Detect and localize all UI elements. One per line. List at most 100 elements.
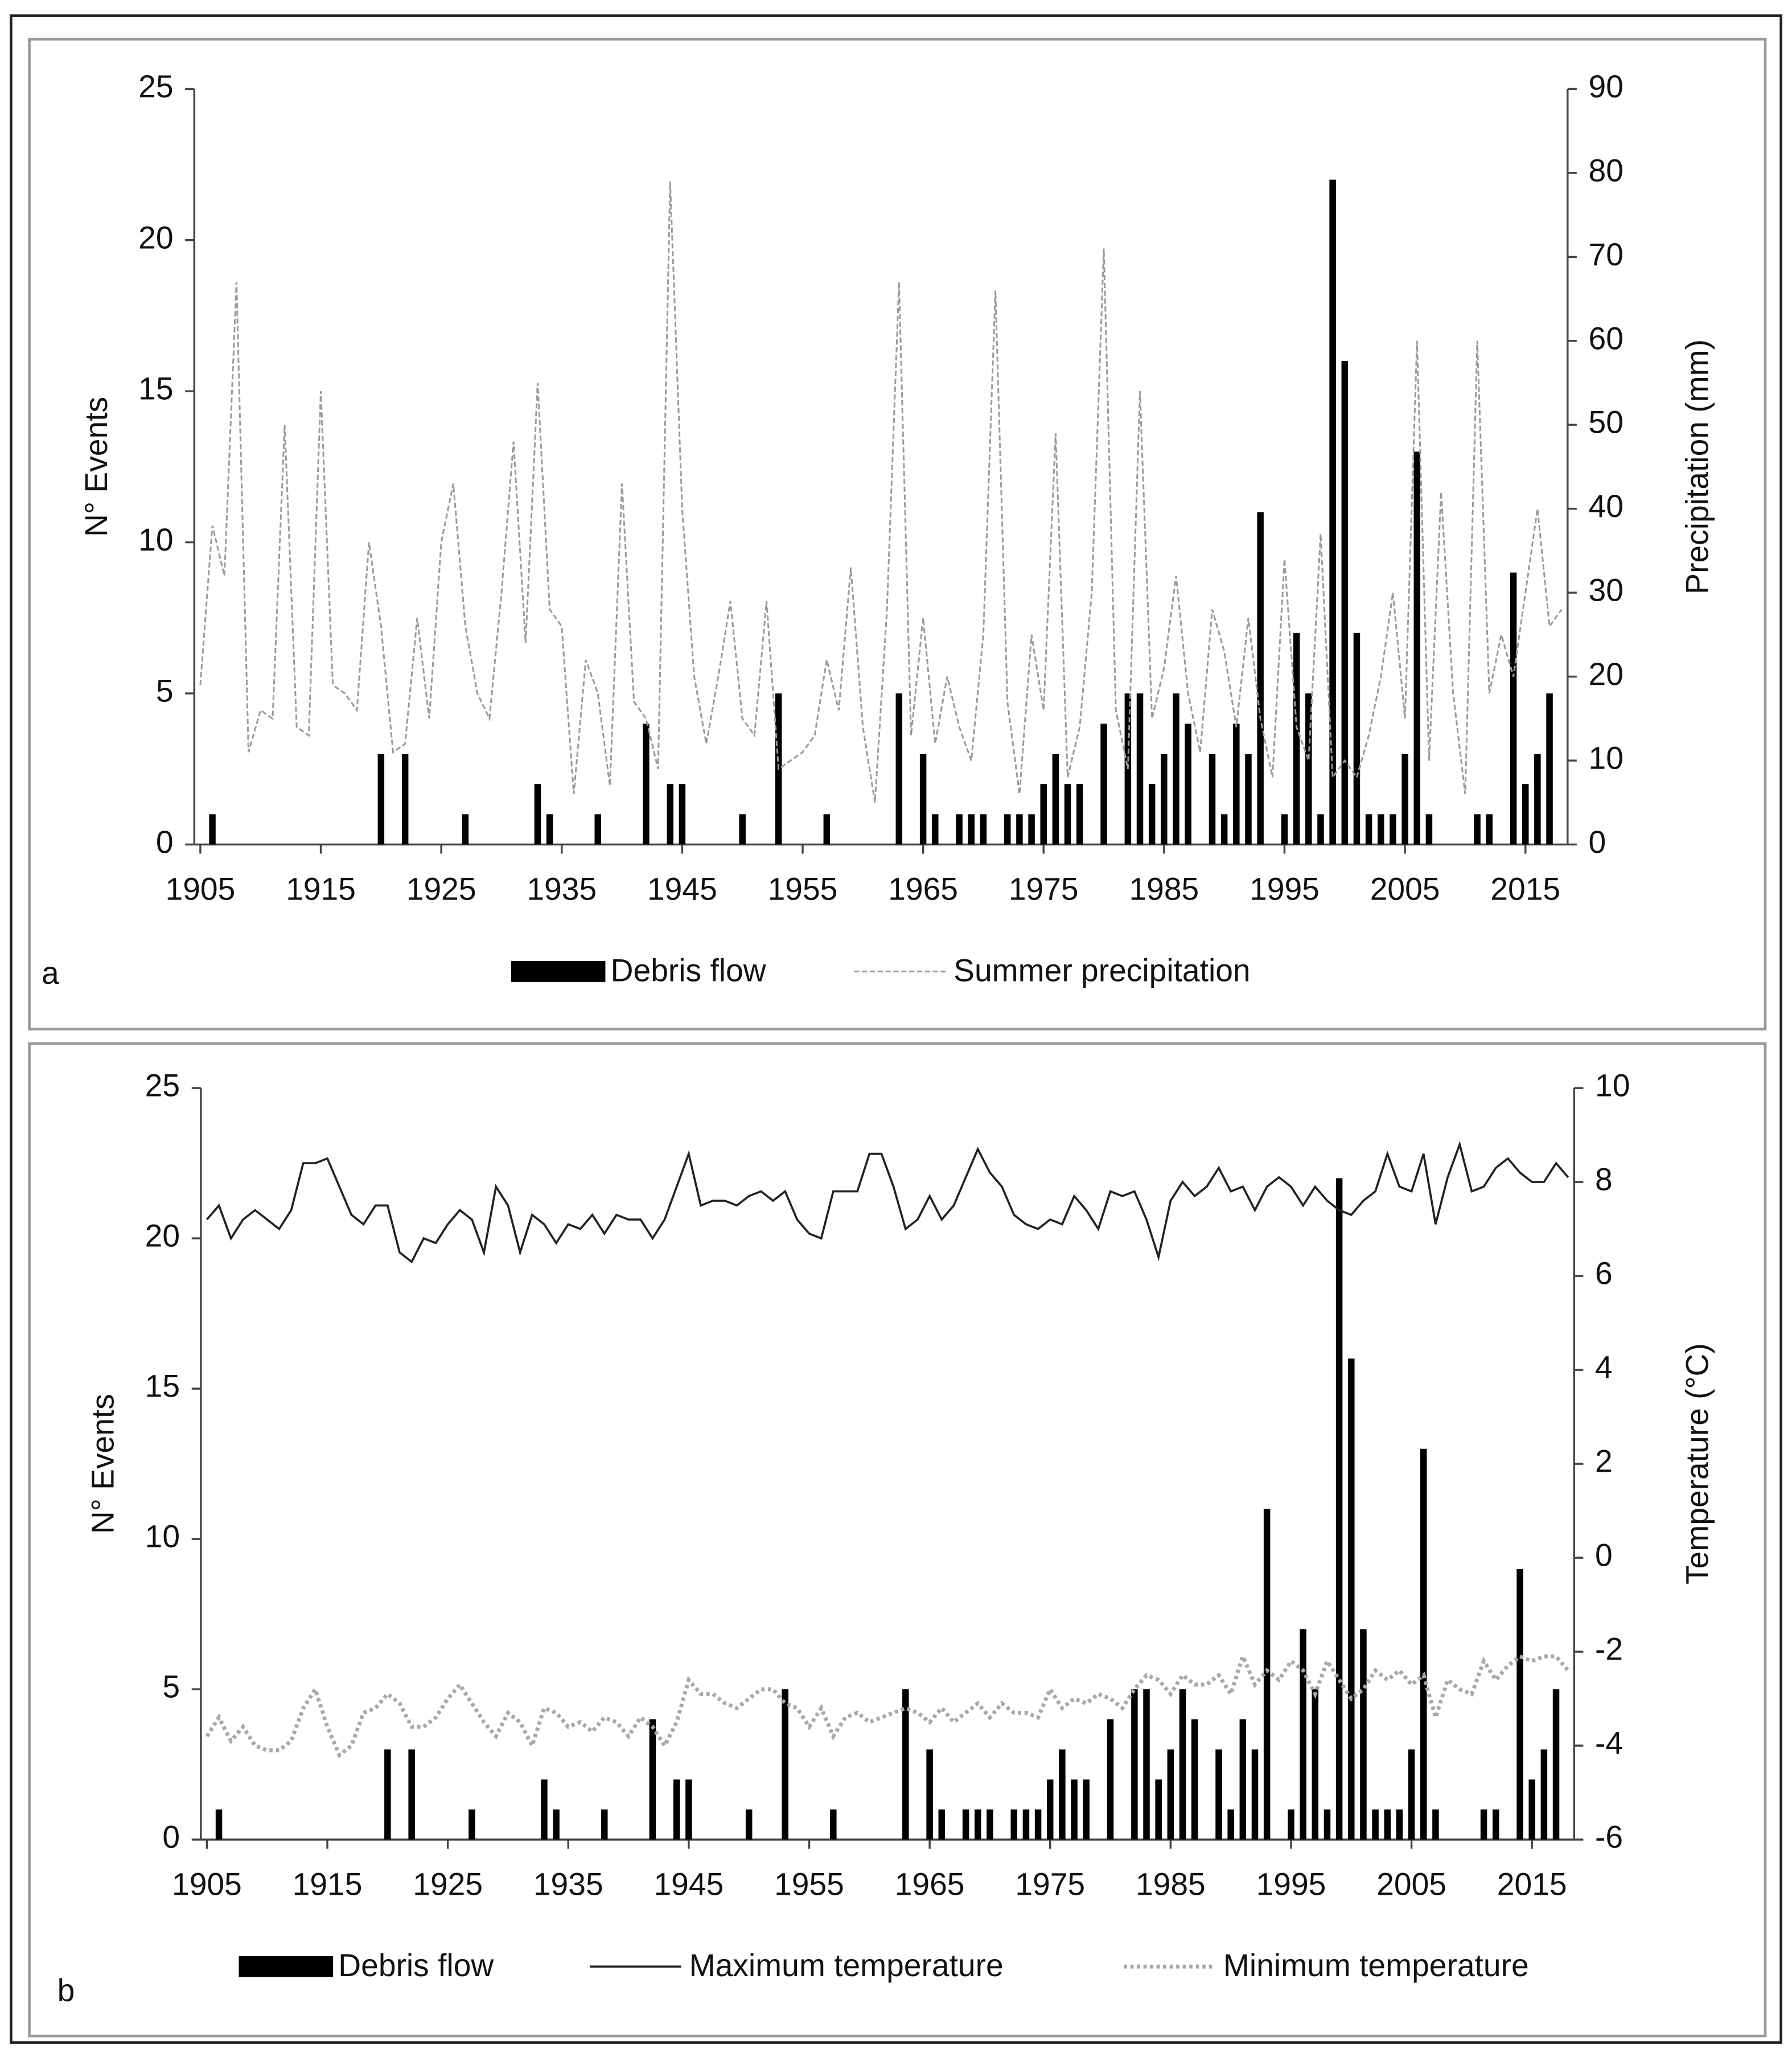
legend-swatch [239,1956,334,1977]
bar [1408,1749,1415,1840]
bar [685,1779,692,1840]
x-tick-label: 1995 [1250,872,1320,907]
x-tick-label: 1995 [1256,1867,1326,1902]
bar [1010,1809,1017,1840]
bar [1209,754,1216,845]
bar [956,814,963,845]
bar [1083,1779,1090,1840]
y2-tick-label: 0 [1589,824,1606,860]
x-tick-label: 2015 [1490,872,1560,907]
bar [1522,784,1529,845]
x-tick-label: 1935 [527,872,597,907]
bar [1064,784,1071,845]
y2-tick-label: 6 [1595,1256,1613,1291]
bar [926,1749,933,1840]
bar [553,1809,560,1840]
bar [408,1749,415,1840]
panel-label: b [57,1973,75,2008]
x-tick-label: 1925 [406,872,476,907]
x-tick-label: 1915 [286,872,356,907]
y-tick-label: 0 [162,1820,180,1855]
bar [1390,814,1396,845]
bar [1372,1809,1379,1840]
legend-label: Debris flow [611,952,766,988]
bar [377,754,385,845]
y-axis-title: N° Events [79,397,114,537]
bar [1148,784,1156,845]
bar [1257,512,1264,845]
y2-tick-label: 0 [1595,1538,1613,1573]
y2-tick-label: 10 [1595,1068,1630,1103]
bar [1317,814,1324,845]
x-tick-label: 1945 [653,1867,724,1902]
x-tick-label: 1935 [533,1867,603,1902]
bar [1413,451,1420,845]
bar [1161,754,1168,845]
bar [1263,1509,1271,1840]
bar [1004,814,1011,845]
x-tick-label: 1955 [774,1867,844,1902]
panel-frame [28,1042,1767,2038]
y2-tick-label: -2 [1595,1632,1623,1667]
x-tick-label: 1975 [1015,1867,1085,1902]
y-tick-label: 10 [145,1519,180,1554]
panel-label: a [42,955,59,991]
bar [643,724,650,845]
legend-label: Minimum temperature [1223,1948,1529,1983]
x-tick-label: 1905 [166,872,236,907]
bar [594,814,602,845]
bar [401,754,409,845]
bar [1022,1809,1030,1840]
y-tick-label: 20 [138,220,173,255]
bar [1480,1809,1487,1840]
y2-tick-label: -4 [1595,1726,1623,1761]
bar [745,1809,753,1840]
bar [1329,179,1336,845]
bar [938,1809,946,1840]
x-tick-label: 2015 [1497,1867,1567,1902]
bar [1131,1689,1138,1840]
legend-label: Summer precipitation [953,952,1250,988]
y2-tick-label: 2 [1595,1444,1613,1479]
y-tick-label: 15 [145,1369,180,1404]
legend-label: Maximum temperature [689,1948,1004,1983]
bar [1173,693,1179,845]
bar [1341,361,1349,845]
bar [1552,1689,1560,1840]
bar [462,814,469,845]
bar [1288,1809,1294,1840]
bar [1546,693,1553,845]
y-tick-label: 15 [138,371,173,407]
bar [1425,814,1433,845]
x-tick-label: 1985 [1136,1867,1206,1902]
bar [1167,1749,1174,1840]
bar [1281,814,1288,845]
bar [980,814,987,845]
bar [1420,1448,1427,1840]
bar [830,1809,837,1840]
bar [1353,633,1361,845]
x-tick-label: 1985 [1129,872,1199,907]
bar [1401,754,1408,845]
bar [384,1749,391,1840]
bar [1071,1779,1078,1840]
bar [1155,1779,1162,1840]
bar [1396,1809,1403,1840]
bar [1220,814,1228,845]
x-tick-label: 1915 [293,1867,363,1902]
y2-tick-label: 80 [1589,153,1624,188]
bar [1474,814,1481,845]
bar [1534,754,1541,845]
bar [1227,1809,1234,1840]
y2-tick-label: 10 [1589,740,1624,775]
bar [1245,754,1252,845]
x-tick-label: 1925 [413,1867,483,1902]
bar [1360,1629,1367,1840]
bar [601,1809,608,1840]
y-tick-label: 25 [145,1068,180,1103]
legend-label: Debris flow [338,1948,494,1983]
bar [1365,814,1372,845]
x-tick-label: 1955 [768,872,838,907]
